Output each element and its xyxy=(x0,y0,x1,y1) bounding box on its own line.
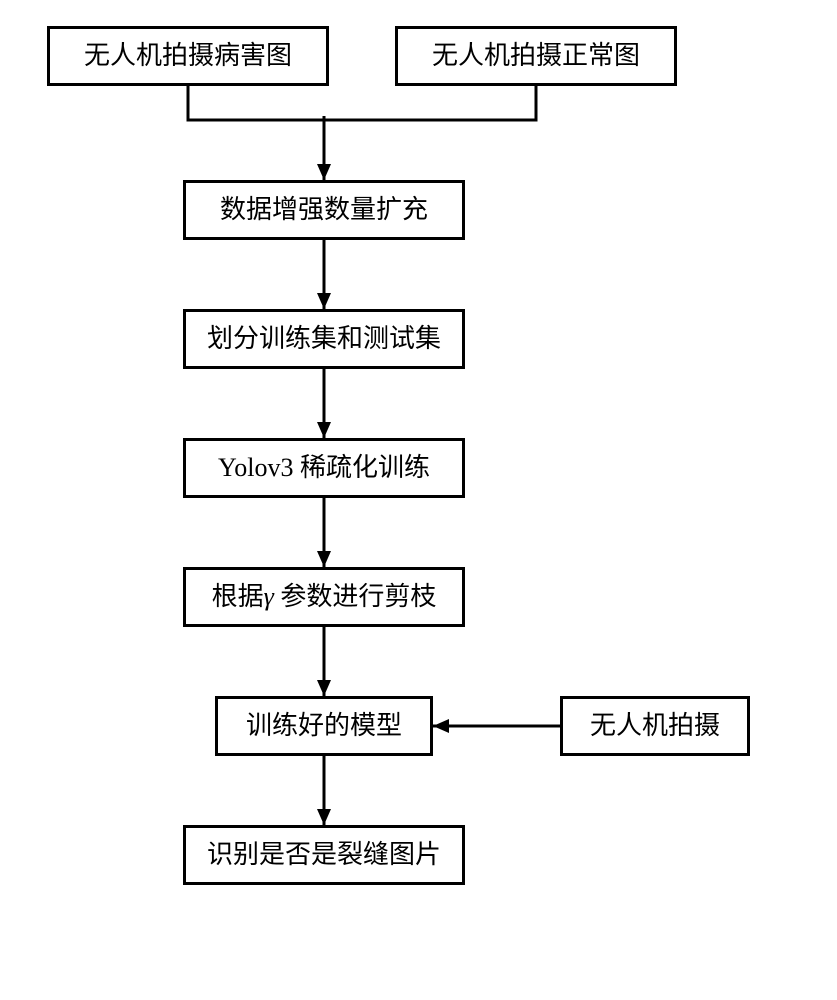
node-yolov3-sparse-train: Yolov3 稀疏化训练 xyxy=(183,438,465,498)
node-gamma-prune: 根据γ 参数进行剪枝 xyxy=(183,567,465,627)
node-label: 训练好的模型 xyxy=(246,710,402,741)
node-split-train-test: 划分训练集和测试集 xyxy=(183,309,465,369)
node-label: 划分训练集和测试集 xyxy=(207,323,441,354)
node-normal-images: 无人机拍摄正常图 xyxy=(395,26,677,86)
node-data-augmentation: 数据增强数量扩充 xyxy=(183,180,465,240)
label-post: 参数进行剪枝 xyxy=(274,582,437,611)
node-label: 数据增强数量扩充 xyxy=(220,194,428,225)
label-pre: 根据 xyxy=(212,582,264,611)
node-label: 无人机拍摄正常图 xyxy=(432,40,640,71)
node-crack-recognition: 识别是否是裂缝图片 xyxy=(183,825,465,885)
node-label: 无人机拍摄 xyxy=(590,710,720,741)
node-label: 根据γ 参数进行剪枝 xyxy=(212,581,437,612)
node-label: 无人机拍摄病害图 xyxy=(84,40,292,71)
node-label: 识别是否是裂缝图片 xyxy=(207,839,441,870)
node-label: Yolov3 稀疏化训练 xyxy=(218,452,430,483)
node-disease-images: 无人机拍摄病害图 xyxy=(47,26,329,86)
node-trained-model: 训练好的模型 xyxy=(215,696,433,756)
node-uav-capture: 无人机拍摄 xyxy=(560,696,750,756)
gamma-symbol: γ xyxy=(264,582,274,611)
